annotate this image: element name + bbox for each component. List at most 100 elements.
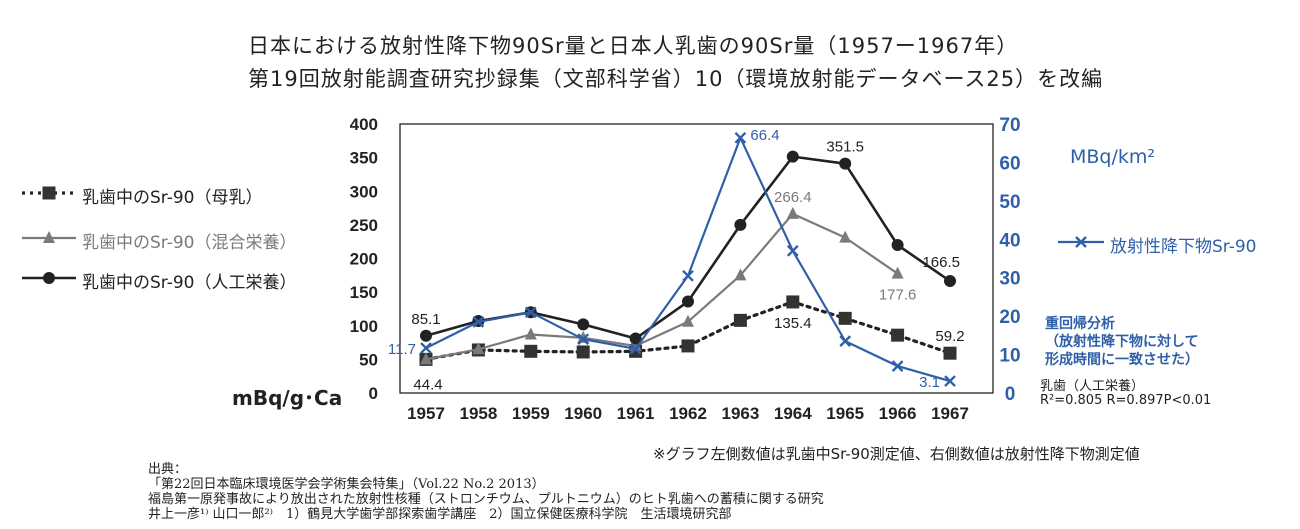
left-tick-label: 50 bbox=[359, 350, 378, 369]
data-point-fallout bbox=[472, 316, 485, 328]
chart-title-line2: 第19回放射能調査研究抄録集（文部科学省）10（環境放射能データベース25）を改… bbox=[248, 67, 1104, 91]
left-tick-label: 250 bbox=[350, 216, 378, 235]
x-tick-label: 1957 bbox=[407, 404, 445, 423]
data-label: 351.5 bbox=[826, 139, 864, 156]
right-tick-label: 10 bbox=[999, 346, 1020, 367]
left-tick-label: 150 bbox=[350, 283, 378, 302]
x-tick-label: 1967 bbox=[931, 404, 969, 423]
source-authors: 井上一彦¹⁾ 山口一郎²⁾ 1）鶴見大学歯学部探索歯学講座 2）国立保健医療科学… bbox=[148, 507, 732, 522]
data-point-breast bbox=[576, 345, 590, 359]
right-axis-unit: MBq/km² bbox=[1070, 146, 1156, 168]
data-label: 66.4 bbox=[750, 127, 779, 144]
x-tick-label: 1964 bbox=[774, 404, 812, 423]
left-tick-label: 350 bbox=[350, 149, 378, 168]
legend-label-fallout: 放射性降下物Sr-90 bbox=[1110, 237, 1257, 257]
regression-stats: R²=0.805 R=0.897P<0.01 bbox=[1040, 393, 1212, 408]
data-point-breast bbox=[733, 313, 747, 327]
data-point-mixed bbox=[682, 314, 694, 327]
data-point-fallout bbox=[420, 342, 432, 354]
left-tick-label: 400 bbox=[350, 115, 378, 134]
data-point-artificial bbox=[944, 275, 956, 288]
data-label: 3.1 bbox=[919, 374, 940, 391]
source-heading: 出典： bbox=[148, 462, 188, 477]
legend-marker-fallout bbox=[1075, 236, 1087, 248]
source-journal: 「第22回日本臨床環境医学会学術集会特集」（Vol.22 No.2 2013） bbox=[148, 477, 545, 492]
data-point-fallout bbox=[524, 306, 537, 319]
x-tick-label: 1958 bbox=[459, 404, 497, 423]
data-point-breast bbox=[786, 295, 800, 309]
right-tick-label: 60 bbox=[999, 153, 1020, 174]
data-label: 85.1 bbox=[411, 311, 440, 328]
legend-marker-artificial bbox=[43, 272, 55, 284]
data-point-artificial bbox=[786, 150, 799, 163]
regression-target: 乳歯（人工栄養） bbox=[1040, 379, 1145, 394]
left-axis-unit: mBq/g･Ca bbox=[232, 386, 343, 410]
data-point-artificial bbox=[891, 239, 904, 252]
legend-marker-mixed bbox=[43, 231, 55, 243]
x-tick-label: 1963 bbox=[721, 404, 759, 423]
left-tick-label: 200 bbox=[350, 250, 378, 269]
left-tick-label: 300 bbox=[350, 182, 378, 201]
x-tick-label: 1962 bbox=[669, 404, 707, 423]
plot-frame bbox=[399, 123, 994, 394]
data-point-artificial bbox=[839, 157, 852, 170]
data-point-breast bbox=[891, 328, 905, 342]
chart-title-line1: 日本における放射性降下物90Sr量と日本人乳歯の90Sr量（1957ー1967年… bbox=[248, 34, 1019, 58]
right-tick-label: 20 bbox=[999, 307, 1020, 328]
data-point-mixed bbox=[786, 206, 799, 219]
series-line-mixed bbox=[424, 212, 899, 361]
right-tick-label: 70 bbox=[999, 115, 1020, 136]
data-point-fallout bbox=[577, 333, 590, 346]
legend-marker-breast bbox=[42, 186, 56, 200]
source-title: 福島第一原発事故により放出された放射性核種（ストロンチウム、プルトニウム）のヒト… bbox=[148, 492, 824, 507]
right-tick-label: 50 bbox=[999, 192, 1020, 213]
data-point-artificial bbox=[629, 332, 642, 345]
data-label: 266.4 bbox=[774, 189, 812, 206]
data-point-mixed bbox=[734, 268, 747, 281]
regression-title: 重回帰分析 bbox=[1045, 316, 1115, 332]
series-line-artificial bbox=[424, 155, 952, 340]
data-point-artificial bbox=[682, 295, 694, 308]
data-point-breast bbox=[681, 339, 695, 353]
data-point-fallout bbox=[944, 375, 956, 387]
data-point-breast bbox=[943, 346, 957, 360]
legend-left bbox=[22, 186, 1104, 284]
x-tick-label: 1959 bbox=[512, 404, 550, 423]
data-point-artificial bbox=[734, 218, 747, 231]
x-tick-label: 1966 bbox=[879, 404, 917, 423]
legend-label-breast: 乳歯中のSr-90（母乳） bbox=[82, 188, 263, 208]
data-label: 177.6 bbox=[879, 287, 917, 304]
data-label: 59.2 bbox=[935, 328, 964, 345]
data-label: 11.7 bbox=[388, 341, 416, 358]
data-label: 44.4 bbox=[413, 376, 442, 393]
data-point-fallout bbox=[891, 360, 904, 372]
data-point-artificial bbox=[420, 329, 432, 342]
footnote: ※グラフ左側数値は乳歯中Sr-90測定値、右側数値は放射性降下物測定値 bbox=[653, 445, 1140, 463]
data-point-fallout bbox=[786, 244, 799, 257]
data-label: 166.5 bbox=[922, 254, 960, 271]
data-point-mixed bbox=[891, 266, 904, 279]
data-point-breast bbox=[524, 344, 538, 358]
legend-label-mixed: 乳歯中のSr-90（混合栄養） bbox=[82, 233, 297, 253]
legend-label-artificial: 乳歯中のSr-90（人工栄養） bbox=[82, 273, 297, 293]
regression-line1: （放射性降下物に対して bbox=[1045, 334, 1199, 350]
regression-line2: 形成時間に一致させた） bbox=[1045, 352, 1199, 368]
right-tick-label: 30 bbox=[999, 269, 1020, 290]
data-point-fallout bbox=[682, 269, 694, 282]
data-label: 135.4 bbox=[774, 315, 812, 332]
x-tick-label: 1960 bbox=[564, 404, 602, 423]
data-point-breast bbox=[838, 311, 852, 325]
data-point-fallout bbox=[839, 335, 852, 347]
right-tick-label: 0 bbox=[1005, 384, 1016, 405]
data-point-artificial bbox=[577, 318, 590, 331]
x-tick-label: 1961 bbox=[617, 404, 655, 423]
data-point-fallout bbox=[629, 342, 642, 355]
x-tick-label: 1965 bbox=[826, 404, 864, 423]
plot-area: 0 50 100 150 200 250 300 350 400 0 10 20 30 40 50 60 70 1… bbox=[350, 115, 1021, 423]
right-tick-label: 40 bbox=[999, 230, 1020, 251]
data-point-mixed bbox=[524, 327, 537, 340]
data-point-fallout bbox=[734, 131, 747, 144]
left-tick-label: 0 bbox=[369, 384, 378, 403]
data-point-mixed bbox=[472, 342, 485, 355]
